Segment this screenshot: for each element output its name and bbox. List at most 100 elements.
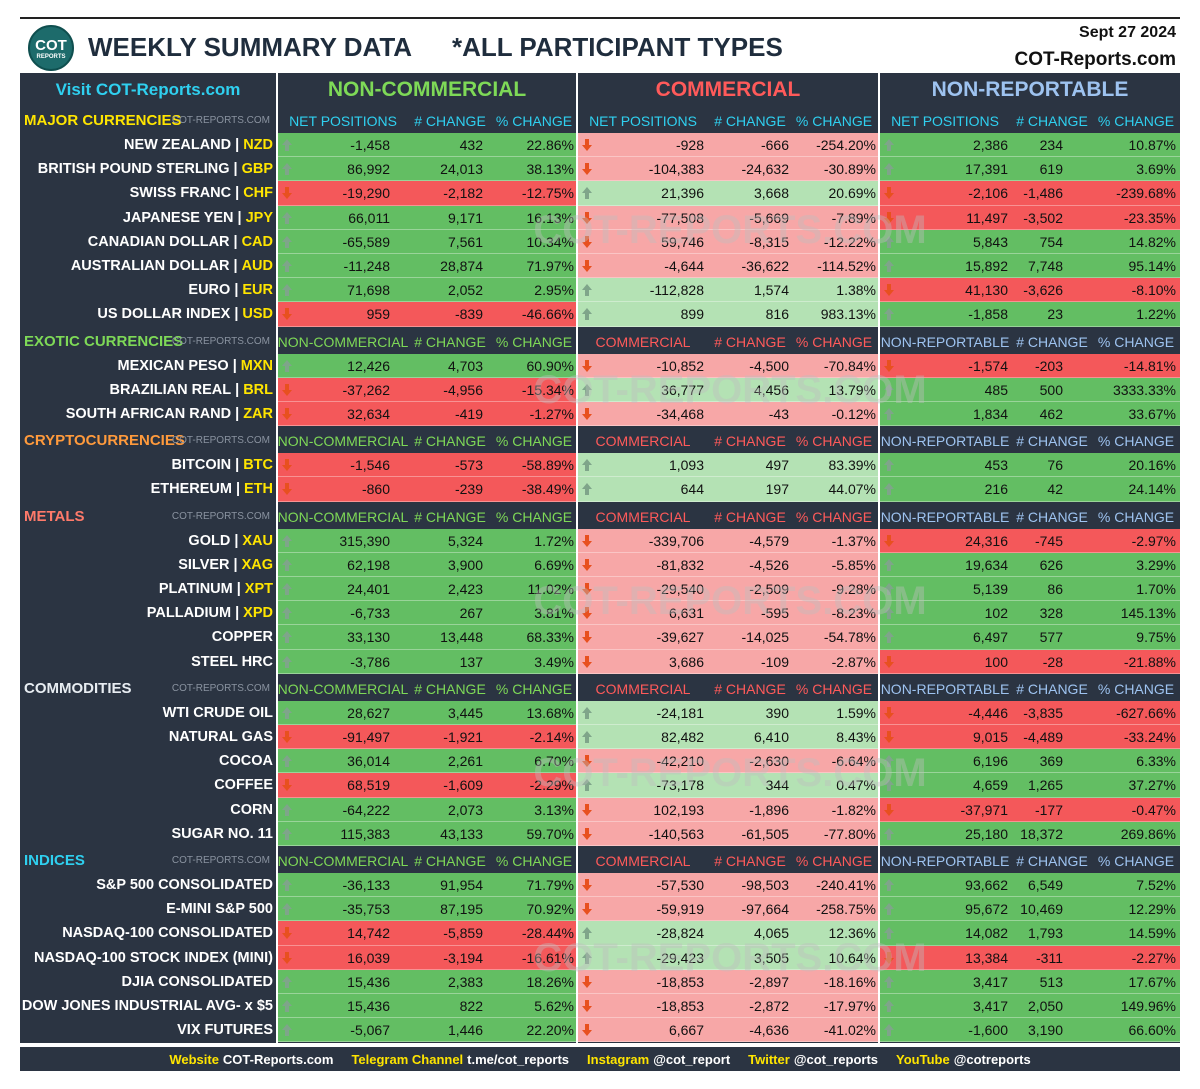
value: 145.13%	[1120, 605, 1176, 622]
value: 328	[1039, 605, 1063, 622]
value: 315,390	[339, 532, 390, 549]
instrument-code: BTC	[243, 457, 273, 474]
instrument-code: ETH	[244, 481, 273, 498]
group-cell	[278, 133, 576, 158]
group-cell	[578, 945, 878, 970]
value: -7.89%	[831, 209, 876, 226]
value: 20.16%	[1128, 457, 1176, 474]
value: -140,563	[648, 825, 704, 842]
arrow-up	[884, 583, 894, 595]
arrow-up	[884, 408, 894, 420]
value: 12,426	[347, 357, 390, 374]
arrow-up	[884, 755, 894, 768]
column-header: % CHANGE	[1097, 333, 1175, 350]
arrow-up	[884, 827, 894, 840]
value: 62,198	[347, 556, 390, 573]
value: -46.66%	[521, 306, 574, 323]
footer-value: t.me/cot_reports	[467, 1051, 570, 1067]
value: 71.97%	[526, 258, 574, 274]
arrow-up	[884, 558, 894, 571]
group-cell	[880, 897, 1180, 922]
row-name: NASDAQ-100 CONSOLIDATED	[20, 921, 275, 945]
value: 22.86%	[526, 137, 574, 153]
value: 5,139	[972, 581, 1008, 597]
value: -39,627	[656, 629, 704, 646]
instrument-name: NASDAQ-100 CONSOLIDATED	[62, 925, 273, 942]
value: -4,636	[749, 1022, 789, 1039]
value: 619	[1039, 161, 1063, 178]
value: 7,748	[1027, 258, 1063, 274]
arrow-down	[282, 927, 292, 940]
row-name: COFFEE	[20, 773, 275, 797]
value: 3,190	[1027, 1022, 1063, 1039]
value: -239	[454, 481, 483, 498]
value: -61,505	[741, 825, 789, 842]
group-cell	[578, 601, 878, 626]
value: 12.29%	[1128, 901, 1176, 918]
value: -59,919	[656, 901, 704, 918]
group-cell	[578, 302, 878, 327]
value: -9.28%	[831, 581, 876, 597]
column-header: # CHANGE	[714, 433, 786, 450]
arrow-up	[884, 1024, 894, 1037]
group-cell	[578, 477, 878, 502]
group-cell	[578, 969, 878, 994]
value: -2.29%	[529, 777, 574, 794]
value: -5,859	[443, 925, 483, 942]
column-header: % CHANGE	[495, 113, 573, 129]
arrow-up	[282, 803, 292, 816]
value: -91,497	[342, 729, 390, 745]
group-cell	[880, 821, 1180, 846]
arrow-up	[884, 308, 894, 321]
footer-item[interactable]: YouTube @cotreports	[896, 1052, 1031, 1067]
group-cell	[278, 552, 576, 577]
value: -258.75%	[816, 901, 876, 918]
arrow-down	[582, 408, 592, 420]
value: 20.69%	[828, 185, 876, 202]
column-header: # CHANGE	[1016, 508, 1088, 525]
value: -6.64%	[831, 753, 876, 770]
instrument-name: JAPANESE YEN	[122, 209, 234, 226]
group-cell	[278, 402, 576, 427]
value: 25,180	[965, 825, 1008, 842]
arrow-up	[282, 211, 292, 224]
value: -2.27%	[1131, 949, 1176, 966]
value: -104,383	[648, 161, 704, 178]
value: -14,025	[741, 629, 789, 646]
footer-item[interactable]: Website COT-Reports.com	[169, 1052, 333, 1067]
arrow-up	[282, 359, 292, 372]
section-name: EXOTIC CURRENCIES	[24, 332, 184, 350]
instrument-name: NASDAQ-100 STOCK INDEX (MINI)	[33, 949, 273, 966]
value: 11.02%	[527, 581, 574, 597]
group-cell	[578, 994, 878, 1019]
footer-item[interactable]: Telegram Channel t.me/cot_reports	[351, 1052, 569, 1067]
value: -1.37%	[831, 532, 876, 549]
value: 13.68%	[526, 704, 574, 721]
footer-item[interactable]: Instagram @cot_report	[587, 1052, 730, 1067]
instrument-name: COCOA	[219, 753, 273, 770]
arrow-down	[884, 211, 894, 224]
group-cell	[278, 945, 576, 970]
footer-item[interactable]: Twitter @cot_reports	[748, 1052, 878, 1067]
instrument-name: MEXICAN PESO	[117, 357, 229, 374]
value: -254.20%	[816, 137, 876, 153]
group-cell	[578, 773, 878, 798]
group-cell	[278, 254, 576, 279]
value: -1,546	[350, 457, 390, 474]
value: 6,497	[972, 629, 1008, 646]
value: 7.52%	[1136, 877, 1176, 893]
value: 4,065	[753, 925, 789, 942]
arrow-down	[582, 1024, 592, 1037]
arrow-down	[884, 803, 894, 816]
visit-link[interactable]: Visit COT-Reports.com	[55, 80, 241, 99]
site: COT-Reports.com	[1014, 49, 1176, 70]
group-cell	[578, 157, 878, 182]
instrument-name: BITCOIN	[171, 457, 232, 474]
value: 28,627	[347, 704, 390, 721]
value: -3,835	[1023, 704, 1063, 721]
value: 500	[1039, 381, 1063, 398]
value: 899	[680, 306, 704, 323]
arrow-up	[884, 631, 894, 644]
value: 6,196	[972, 753, 1008, 770]
value: -42,210	[656, 753, 704, 770]
